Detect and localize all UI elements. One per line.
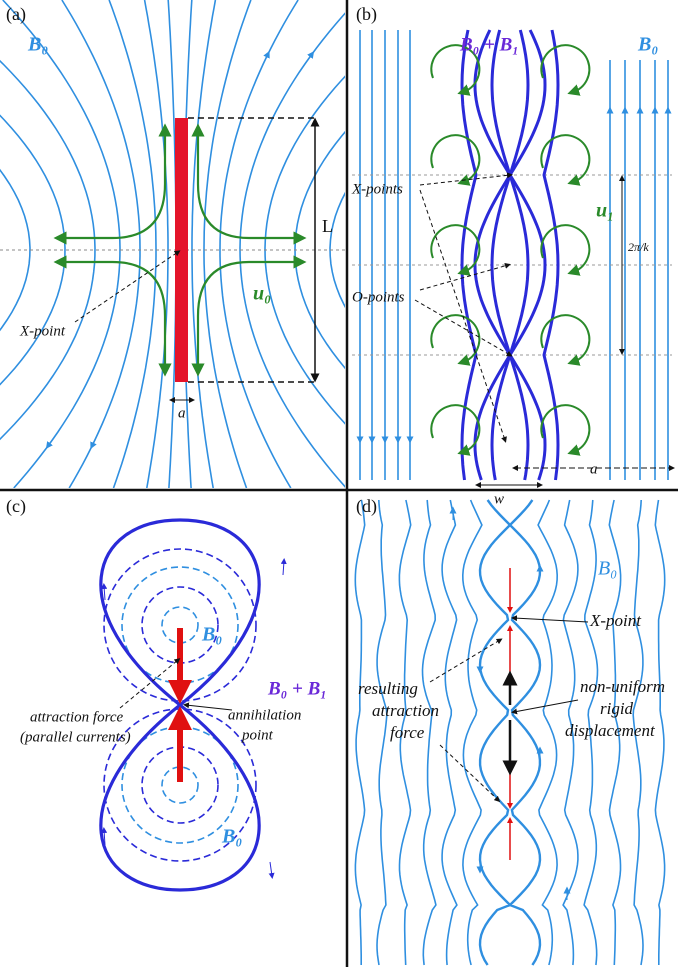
field-line: [423, 500, 436, 965]
xpoint-label: X-point: [19, 323, 66, 339]
field-line: [655, 500, 664, 965]
field-line: [510, 500, 540, 965]
field-arrow: [425, 54, 433, 60]
field-line: [204, 0, 251, 488]
field-arrow: [48, 440, 52, 446]
displacement-label: rigid: [600, 699, 634, 718]
field-line: [442, 500, 457, 965]
field-line: [62, 0, 140, 488]
field-line: [0, 0, 30, 488]
field-line: [480, 500, 510, 965]
panel-art: [0, 0, 623, 488]
figure: (a) B₀ L X-point u₀ a (b) B₀ + B₁ B₀ X-p…: [0, 0, 678, 967]
field-line: [220, 0, 298, 488]
current-sheet: [175, 118, 188, 382]
field-arrow: [308, 54, 312, 60]
length-label: L: [322, 216, 333, 236]
flow-label: u₁: [596, 200, 614, 222]
field-line: [355, 500, 364, 965]
panel-label: (a): [6, 4, 26, 25]
field-line: [0, 0, 95, 488]
field-arrow: [265, 54, 268, 60]
field-arrow: [104, 586, 105, 600]
displacement-label: non-uniform: [580, 677, 665, 696]
panel-art: [352, 30, 672, 485]
panel-label: (d): [356, 496, 377, 517]
flow-vortex: [431, 405, 479, 452]
field-total-label: B₀ + B₁: [267, 678, 327, 699]
field-line: [377, 500, 387, 965]
attraction-label: attraction force: [30, 709, 124, 725]
field-line: [295, 0, 520, 488]
xpoints-label: X-points: [351, 181, 403, 197]
resulting-label: force: [390, 723, 425, 742]
field-arrow: [92, 440, 95, 446]
resulting-label: attraction: [372, 701, 439, 720]
drawing: [0, 0, 672, 965]
pointer: [430, 640, 500, 682]
period-label: 2π/k: [628, 240, 649, 254]
field-label: B₀: [637, 34, 658, 56]
annihilation-label: point: [241, 727, 274, 743]
flow-vortex: [541, 405, 589, 452]
field-line: [3, 0, 120, 488]
displacement-label: displacement: [565, 721, 656, 740]
annihilation-label: annihilation: [228, 707, 301, 723]
attraction-label: (parallel currents): [20, 729, 131, 745]
panel-art: [101, 520, 284, 890]
field-label: B₀: [27, 34, 48, 56]
pointer: [420, 175, 510, 185]
field-total-label: B₀ + B₁: [459, 34, 519, 55]
flow-vortex: [541, 45, 589, 92]
a-label: a: [590, 461, 598, 477]
panel-label: (c): [6, 496, 26, 517]
resulting-label: resulting: [358, 679, 418, 698]
panel-label: (b): [356, 4, 377, 25]
field-line: [109, 0, 156, 488]
field-line: [492, 30, 510, 480]
width-label: a: [178, 405, 186, 421]
field-line: [544, 30, 558, 480]
w-label: w: [494, 491, 504, 507]
field-line: [510, 30, 528, 480]
field-label: B₀: [598, 558, 617, 580]
pointer: [186, 705, 232, 710]
flow-label: u₀: [253, 283, 271, 305]
pointer: [420, 190, 505, 440]
field-label: B₀: [221, 826, 242, 848]
pointer: [514, 618, 588, 622]
field-arrow: [361, 54, 367, 60]
field-arrow: [270, 862, 272, 876]
xpoint-label: X-point: [589, 611, 642, 630]
field-line: [0, 0, 65, 488]
pointer: [120, 660, 178, 708]
field-line: [168, 0, 176, 488]
field-line: [240, 0, 357, 488]
field-arrow: [283, 561, 284, 575]
opoints-label: O-points: [352, 289, 405, 305]
field-label: B₀: [201, 624, 222, 646]
